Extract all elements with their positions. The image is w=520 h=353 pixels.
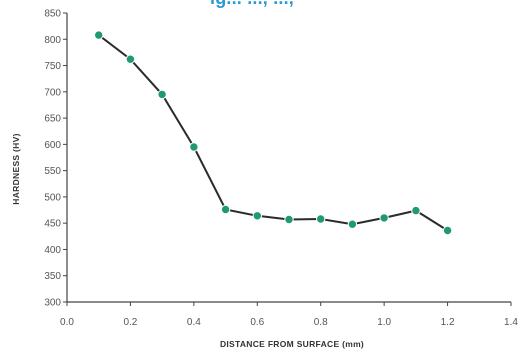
y-tick-label: 400 <box>44 245 61 256</box>
y-tick-label: 600 <box>44 140 61 151</box>
x-tick-label: 0.6 <box>250 317 264 328</box>
x-tick-label: 0.2 <box>123 317 137 328</box>
x-axis-label: DISTANCE FROM SURFACE (mm) <box>220 339 364 349</box>
data-point <box>157 89 167 100</box>
data-points <box>94 30 453 236</box>
x-tick-label: 0.4 <box>187 317 201 328</box>
x-tick-label: 1.0 <box>377 317 391 328</box>
axes <box>63 12 512 306</box>
y-tick-label: 800 <box>44 35 61 46</box>
y-axis-label: HARDNESS (HV) <box>11 133 21 204</box>
y-tick-label: 700 <box>44 87 61 98</box>
y-tick-label: 650 <box>44 114 61 125</box>
data-point <box>220 204 231 215</box>
x-tick-label: 1.4 <box>504 317 518 328</box>
data-point <box>316 214 326 224</box>
y-tick-label: 850 <box>44 9 61 20</box>
x-tick-label: 0.0 <box>60 317 74 328</box>
data-point <box>442 225 453 236</box>
y-tick-label: 300 <box>44 298 61 309</box>
y-tick-label: 450 <box>44 219 61 230</box>
data-point <box>125 54 136 64</box>
x-tick-label: 0.8 <box>314 317 328 328</box>
data-point <box>379 213 389 223</box>
data-point <box>347 219 358 229</box>
data-point <box>284 214 294 225</box>
y-tick-label: 350 <box>44 271 61 282</box>
y-tick-label: 750 <box>44 61 61 72</box>
data-point <box>94 30 104 40</box>
x-tick-label: 1.2 <box>441 317 455 328</box>
series-line <box>98 34 449 232</box>
y-tick-label: 500 <box>44 192 61 203</box>
tick-labels: 300 350 400 450 500 550 600 650 700 750 800 850 0.0 0… <box>44 9 518 329</box>
y-tick-label: 550 <box>44 166 61 177</box>
data-point <box>411 205 421 216</box>
data-point <box>189 142 199 152</box>
cropped-header-title: ig... ..., ..., <box>210 0 294 9</box>
data-point <box>252 211 262 221</box>
